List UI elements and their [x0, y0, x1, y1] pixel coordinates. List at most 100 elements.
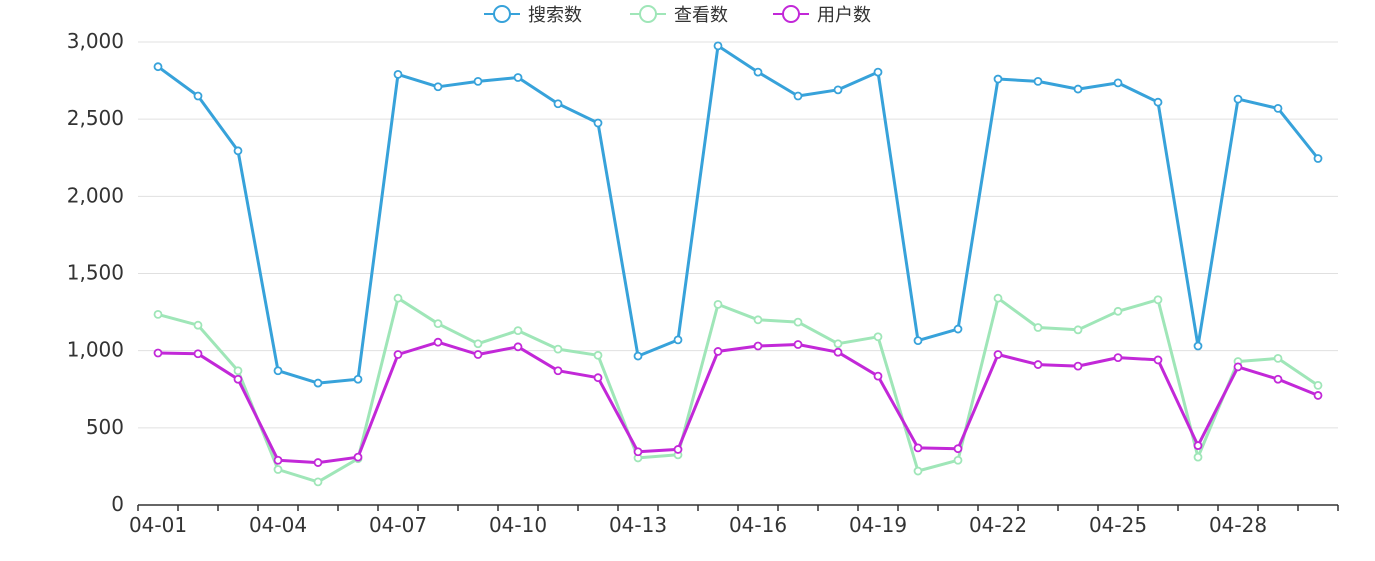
data-point[interactable]: [1153, 295, 1163, 305]
data-point[interactable]: [353, 452, 363, 462]
data-point[interactable]: [1073, 84, 1083, 94]
data-point[interactable]: [1153, 97, 1163, 107]
y-tick-label: 2,000: [67, 183, 124, 207]
legend-item[interactable]: 搜索数: [484, 5, 582, 26]
data-point[interactable]: [313, 477, 323, 487]
data-point[interactable]: [473, 76, 483, 86]
series-line: [157, 44, 1320, 385]
data-point[interactable]: [393, 293, 403, 303]
data-point[interactable]: [713, 347, 723, 356]
data-point[interactable]: [1313, 380, 1323, 390]
legend[interactable]: 搜索数 查看数 用户数: [484, 5, 871, 26]
series-3: [153, 337, 1323, 467]
data-point[interactable]: [393, 70, 403, 79]
data-point[interactable]: [553, 366, 563, 376]
data-point[interactable]: [1273, 353, 1283, 363]
data-point[interactable]: [193, 349, 203, 359]
data-point[interactable]: [793, 340, 803, 349]
data-point[interactable]: [513, 326, 523, 336]
data-point[interactable]: [1033, 323, 1043, 332]
data-point[interactable]: [313, 378, 323, 388]
data-point[interactable]: [1193, 341, 1203, 351]
data-point[interactable]: [433, 82, 443, 92]
data-point[interactable]: [273, 455, 283, 465]
data-point[interactable]: [193, 91, 203, 101]
data-point[interactable]: [753, 67, 763, 77]
data-point[interactable]: [913, 336, 923, 346]
data-point[interactable]: [1033, 360, 1043, 369]
data-point[interactable]: [353, 374, 363, 384]
data-point[interactable]: [833, 347, 843, 357]
data-point[interactable]: [153, 309, 163, 319]
data-point[interactable]: [993, 74, 1003, 84]
data-point[interactable]: [833, 85, 843, 95]
data-point[interactable]: [553, 344, 563, 354]
data-point[interactable]: [593, 373, 603, 383]
data-point[interactable]: [1193, 441, 1203, 450]
data-point[interactable]: [193, 320, 203, 330]
data-point[interactable]: [1313, 391, 1323, 400]
data-point[interactable]: [913, 443, 923, 453]
data-point[interactable]: [233, 146, 243, 156]
data-point[interactable]: [153, 62, 163, 72]
y-tick-label: 0: [111, 492, 124, 516]
x-tick-label: 04-19: [849, 513, 907, 537]
legend-item[interactable]: 用户数: [773, 5, 871, 26]
data-point[interactable]: [313, 458, 323, 467]
data-point[interactable]: [633, 351, 643, 361]
data-point[interactable]: [1313, 154, 1323, 163]
data-point[interactable]: [153, 348, 163, 358]
data-point[interactable]: [833, 339, 843, 349]
data-point[interactable]: [1073, 325, 1083, 335]
data-point[interactable]: [1273, 103, 1283, 113]
data-point[interactable]: [433, 319, 443, 329]
data-point[interactable]: [873, 371, 883, 381]
legend-label: 查看数: [674, 5, 728, 26]
data-point[interactable]: [1233, 362, 1243, 372]
data-point[interactable]: [513, 73, 523, 82]
data-point[interactable]: [593, 350, 603, 360]
data-point[interactable]: [1113, 353, 1123, 363]
data-point[interactable]: [913, 466, 923, 476]
data-point[interactable]: [553, 99, 563, 109]
data-point[interactable]: [873, 332, 883, 342]
data-point[interactable]: [953, 324, 963, 334]
data-point[interactable]: [233, 366, 243, 376]
data-point[interactable]: [1233, 94, 1243, 104]
data-point[interactable]: [1073, 361, 1083, 371]
data-point[interactable]: [393, 350, 403, 359]
data-point[interactable]: [673, 445, 683, 454]
data-point[interactable]: [1193, 452, 1203, 462]
data-point[interactable]: [753, 315, 763, 325]
data-point[interactable]: [1033, 76, 1043, 86]
data-point[interactable]: [1113, 306, 1123, 316]
data-point[interactable]: [713, 41, 723, 51]
data-point[interactable]: [1273, 374, 1283, 384]
data-point[interactable]: [633, 447, 643, 457]
data-point[interactable]: [793, 91, 803, 101]
data-point[interactable]: [473, 339, 483, 349]
data-point[interactable]: [433, 337, 443, 347]
data-point[interactable]: [953, 455, 963, 465]
legend-item[interactable]: 查看数: [630, 5, 728, 26]
data-point[interactable]: [993, 350, 1003, 359]
data-point[interactable]: [753, 341, 763, 351]
data-point[interactable]: [593, 118, 603, 128]
data-point[interactable]: [513, 342, 523, 352]
data-point[interactable]: [993, 293, 1003, 303]
data-point[interactable]: [273, 366, 283, 376]
data-point[interactable]: [473, 350, 483, 359]
data-point[interactable]: [673, 335, 683, 345]
data-point[interactable]: [1153, 355, 1163, 365]
data-point[interactable]: [793, 317, 803, 327]
y-tick-label: 500: [86, 415, 124, 439]
data-point[interactable]: [713, 299, 723, 309]
data-point[interactable]: [233, 374, 243, 384]
series-line: [157, 296, 1319, 484]
data-point[interactable]: [1113, 78, 1123, 88]
legend-label: 用户数: [817, 5, 871, 26]
data-point[interactable]: [953, 444, 963, 454]
data-point[interactable]: [273, 465, 283, 474]
data-point[interactable]: [873, 67, 883, 77]
